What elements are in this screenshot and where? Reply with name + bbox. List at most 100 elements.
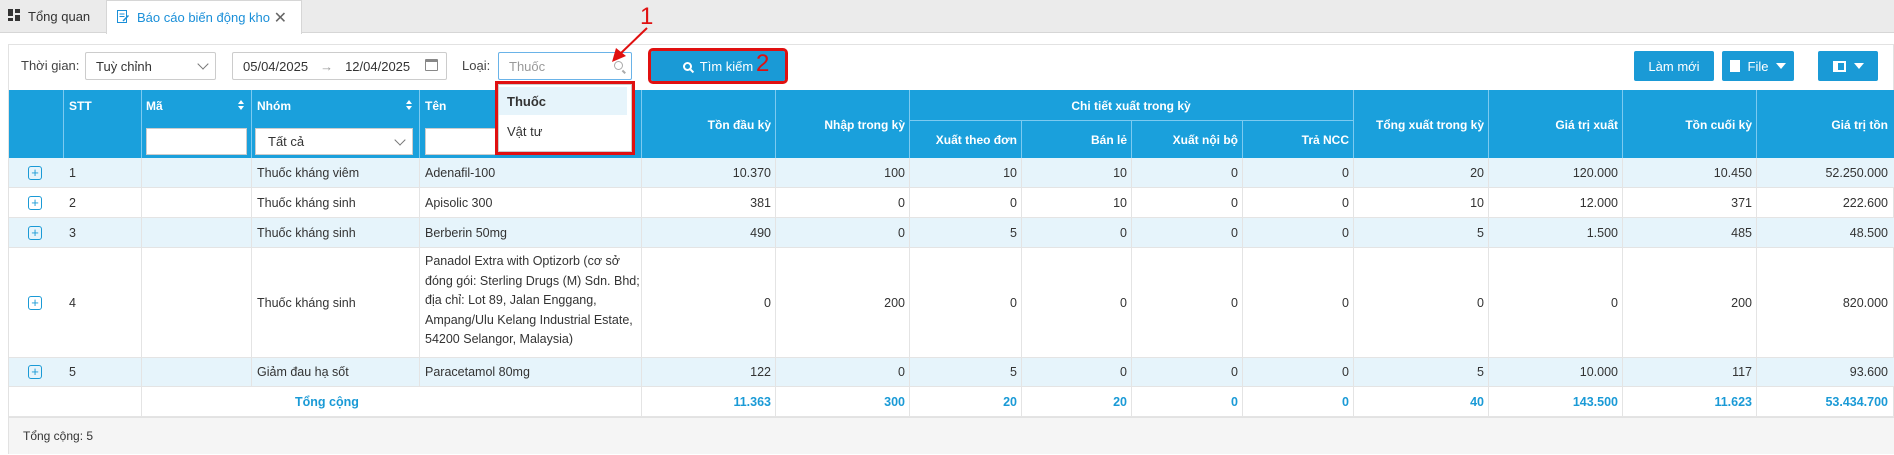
type-search-input[interactable]: Thuốc: [498, 52, 632, 80]
tab-bar: Tổng quan Báo cáo biến động kho ✕: [0, 0, 1894, 34]
cell-tong-xuat: 0: [1477, 296, 1484, 310]
refresh-button[interactable]: Làm mới: [1634, 51, 1714, 81]
cell-ten: Berberin 50mg: [425, 226, 507, 240]
col-header-stt[interactable]: STT: [69, 99, 92, 113]
search-button[interactable]: Tìm kiếm: [648, 48, 788, 84]
col-header-ten[interactable]: Tên: [425, 99, 447, 113]
cell-tong-xuat: 20: [1470, 166, 1484, 180]
date-range-picker[interactable]: 05/04/2025 → 12/04/2025: [232, 52, 447, 80]
expand-icon[interactable]: +: [28, 226, 42, 240]
sort-up-icon[interactable]: [238, 100, 244, 104]
cell-gt-ton: 820.000: [1842, 296, 1888, 310]
col-header-ma[interactable]: Mã: [146, 99, 163, 113]
total-tong-xuat: 40: [1470, 395, 1484, 409]
dropdown-option-vat-tu[interactable]: Vật tư: [507, 123, 543, 139]
col-header-gia-tri-ton[interactable]: Giá trị tồn: [1831, 118, 1888, 132]
cell-xuat-don: 5: [1010, 365, 1017, 379]
cell-gt-xuat: 0: [1611, 296, 1618, 310]
file-menu-button[interactable]: File: [1722, 51, 1794, 81]
close-icon[interactable]: ✕: [273, 10, 287, 27]
col-divider: [909, 158, 910, 417]
col-divider: [1021, 158, 1022, 417]
cell-stt: 1: [69, 166, 76, 180]
expand-icon[interactable]: +: [28, 365, 42, 379]
cell-nhom: Thuốc kháng sinh: [257, 226, 356, 240]
cell-gt-ton: 48.500: [1849, 226, 1888, 240]
sort-up-icon[interactable]: [406, 100, 412, 104]
col-divider: [141, 158, 142, 417]
col-header-tra-ncc[interactable]: Trả NCC: [1301, 133, 1349, 147]
cell-ton-cuoi: 485: [1731, 226, 1752, 240]
sort-down-icon[interactable]: [238, 106, 244, 110]
arrow-right-icon: →: [320, 58, 334, 74]
col-header-nhom[interactable]: Nhóm: [257, 99, 291, 113]
time-select[interactable]: Tuỳ chỉnh: [85, 52, 216, 80]
col-divider: [1756, 158, 1757, 417]
column-settings-button[interactable]: [1818, 51, 1878, 81]
col-header-nhap-trong-ky[interactable]: Nhập trong kỳ: [824, 118, 905, 132]
cell-ban-le: 10: [1113, 196, 1127, 210]
total-label: Tổng cộng: [295, 395, 359, 409]
filter-nhom-value: Tất cả: [268, 134, 305, 149]
cell-ton-cuoi: 117: [1732, 365, 1752, 379]
cell-xuat-don: 0: [1010, 296, 1017, 310]
col-divider: [1131, 158, 1132, 417]
cell-gt-ton: 52.250.000: [1825, 166, 1888, 180]
cell-ten: Adenafil-100: [425, 166, 496, 180]
cell-ton-cuoi: 371: [1731, 196, 1752, 210]
col-header-xuat-theo-don[interactable]: Xuất theo đơn: [935, 133, 1017, 147]
type-label: Loại:: [462, 58, 491, 73]
type-placeholder: Thuốc: [509, 58, 546, 74]
col-header-ton-cuoi-ky[interactable]: Tồn cuối kỳ: [1685, 118, 1752, 132]
cell-noi-bo: 0: [1231, 166, 1238, 180]
cell-nhap: 200: [884, 296, 905, 310]
total-gt-ton: 53.434.700: [1825, 395, 1888, 409]
cell-nhap: 0: [898, 226, 905, 240]
cell-ten: Apisolic 300: [425, 196, 493, 210]
col-group-chi-tiet-xuat: Chi tiết xuất trong kỳ: [1071, 99, 1191, 113]
cell-nhap: 100: [884, 166, 905, 180]
col-header-gia-tri-xuat[interactable]: Giá trị xuất: [1555, 118, 1618, 132]
cell-ban-le: 0: [1120, 226, 1127, 240]
table-total-row: Tổng cộng 11.363 300 20 20 0 0 40 143.50…: [9, 387, 1894, 417]
total-xuat-don: 20: [1003, 395, 1017, 409]
filter-ma-input[interactable]: [146, 128, 247, 155]
refresh-button-label: Làm mới: [1648, 58, 1700, 74]
cell-ton-cuoi: 10.450: [1713, 166, 1752, 180]
total-gt-xuat: 143.500: [1572, 395, 1618, 409]
total-ton-dau-ky: 11.363: [733, 395, 771, 409]
columns-icon: [1832, 60, 1846, 72]
cell-gt-xuat: 12.000: [1579, 196, 1618, 210]
total-ban-le: 20: [1113, 395, 1127, 409]
cell-tong-xuat: 10: [1470, 196, 1484, 210]
col-divider: [251, 158, 252, 387]
caret-down-icon: [1853, 63, 1864, 69]
dropdown-option-thuoc[interactable]: Thuốc: [499, 87, 627, 115]
cell-nhom: Thuốc kháng viêm: [257, 166, 360, 180]
col-header-tong-xuat[interactable]: Tổng xuất trong kỳ: [1376, 118, 1484, 132]
expand-icon[interactable]: +: [28, 196, 42, 210]
col-divider: [141, 90, 142, 158]
footer-count: 5: [86, 429, 94, 443]
date-to[interactable]: 12/04/2025: [345, 58, 411, 74]
date-from[interactable]: 05/04/2025: [243, 58, 309, 74]
col-header-ban-le[interactable]: Bán lẻ: [1090, 133, 1127, 147]
file-icon: [1729, 60, 1740, 72]
cell-gt-ton: 222.600: [1842, 196, 1888, 210]
col-header-ton-dau-ky[interactable]: Tồn đầu kỳ: [707, 118, 771, 132]
cell-tong-xuat: 5: [1477, 226, 1484, 240]
cell-stt: 4: [69, 296, 76, 310]
calendar-icon[interactable]: [425, 59, 438, 71]
expand-icon[interactable]: +: [28, 296, 42, 310]
col-header-xuat-noi-bo[interactable]: Xuất nội bộ: [1172, 133, 1238, 147]
col-divider: [1756, 90, 1757, 158]
filter-nhom-select[interactable]: Tất cả: [255, 128, 413, 155]
cell-ton-dau-ky: 0: [764, 296, 771, 310]
expand-icon[interactable]: +: [28, 166, 42, 180]
tab-inventory-report[interactable]: Báo cáo biến động kho ✕: [106, 0, 302, 34]
annotation-1: 1: [640, 3, 654, 30]
cell-ban-le: 0: [1120, 296, 1127, 310]
cell-ten-line: Ampang/Ulu Kelang Industrial Estate,: [425, 312, 633, 327]
tab-overview[interactable]: Tổng quan: [0, 0, 104, 33]
sort-down-icon[interactable]: [406, 106, 412, 110]
